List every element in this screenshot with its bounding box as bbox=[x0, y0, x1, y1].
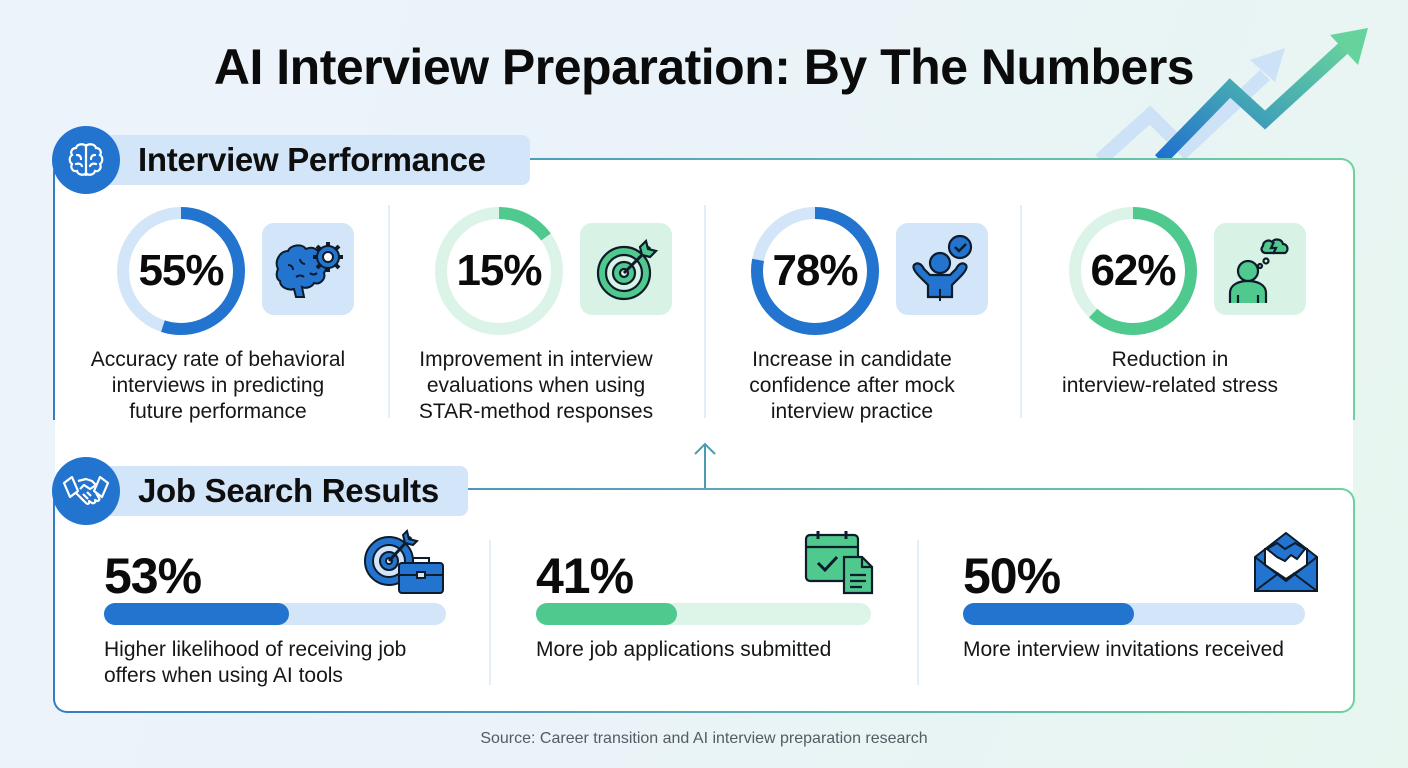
donut-gauge bbox=[433, 205, 565, 337]
column-divider bbox=[388, 205, 390, 418]
donut-gauge bbox=[749, 205, 881, 337]
progress-bar bbox=[104, 603, 446, 625]
stat-card-confidence: 78% Increase in candidate confidence aft… bbox=[694, 205, 1010, 423]
job-search-results-panel bbox=[53, 488, 1355, 713]
donut-gauge bbox=[115, 205, 247, 337]
job-stat-offers: 53% Higher likelihood of receiving job o… bbox=[104, 529, 449, 687]
section-heading: Interview Performance bbox=[138, 141, 486, 178]
column-divider bbox=[917, 540, 919, 685]
person-stress-cloud-icon bbox=[1214, 223, 1306, 315]
trend-arrow-icon bbox=[1095, 28, 1368, 165]
column-divider bbox=[1020, 205, 1022, 418]
arrow-up-icon bbox=[694, 442, 716, 490]
target-arrow-icon bbox=[580, 223, 672, 315]
stat-value: 62% bbox=[1090, 246, 1176, 295]
stat-value: 41% bbox=[536, 548, 634, 604]
job-stat-applications: 41% More job applications submitted bbox=[536, 531, 881, 685]
column-divider bbox=[489, 540, 491, 685]
progress-bar bbox=[536, 603, 871, 625]
job-search-results-header: Job Search Results bbox=[52, 457, 468, 525]
progress-bar bbox=[963, 603, 1305, 625]
stat-description: Higher likelihood of receiving job offer… bbox=[104, 638, 407, 687]
job-stat-invitations: 50% More interview invitations received bbox=[963, 531, 1318, 685]
stat-card-star-method: 15% Improvement in interview evaluations… bbox=[378, 205, 694, 423]
handshake-icon bbox=[52, 457, 120, 525]
stat-description: Improvement in interview evaluations whe… bbox=[418, 348, 654, 423]
stat-description: Increase in candidate confidence after m… bbox=[749, 348, 955, 423]
person-celebrate-check-icon bbox=[896, 223, 988, 315]
target-briefcase-icon bbox=[364, 529, 444, 594]
stat-description: More interview invitations received bbox=[963, 638, 1284, 661]
stat-value: 55% bbox=[138, 246, 224, 295]
stat-description: More job applications submitted bbox=[536, 638, 832, 661]
brain-gear-icon bbox=[262, 223, 354, 315]
section-heading: Job Search Results bbox=[138, 472, 439, 509]
source-caption: Source: Career transition and AI intervi… bbox=[480, 730, 928, 747]
stat-value: 15% bbox=[456, 246, 542, 295]
page-title: AI Interview Preparation: By The Numbers bbox=[213, 39, 1195, 95]
stat-value: 50% bbox=[963, 548, 1061, 604]
stat-card-stress: 62% Reduction in interview-related stres… bbox=[1012, 205, 1328, 420]
brain-icon bbox=[52, 126, 120, 194]
column-divider bbox=[704, 205, 706, 418]
stat-value: 78% bbox=[772, 246, 858, 295]
stat-description: Accuracy rate of behavioral interviews i… bbox=[90, 348, 346, 423]
stat-description: Reduction in interview-related stress bbox=[1062, 348, 1278, 397]
calendar-document-icon bbox=[804, 531, 874, 595]
stat-value: 53% bbox=[104, 548, 202, 604]
donut-gauge bbox=[1067, 205, 1199, 337]
interview-performance-header: Interview Performance bbox=[52, 126, 530, 194]
envelope-handshake-icon bbox=[1254, 531, 1318, 592]
stat-card-accuracy: 55% Accuracy rate of behavioral intervie… bbox=[60, 205, 376, 423]
